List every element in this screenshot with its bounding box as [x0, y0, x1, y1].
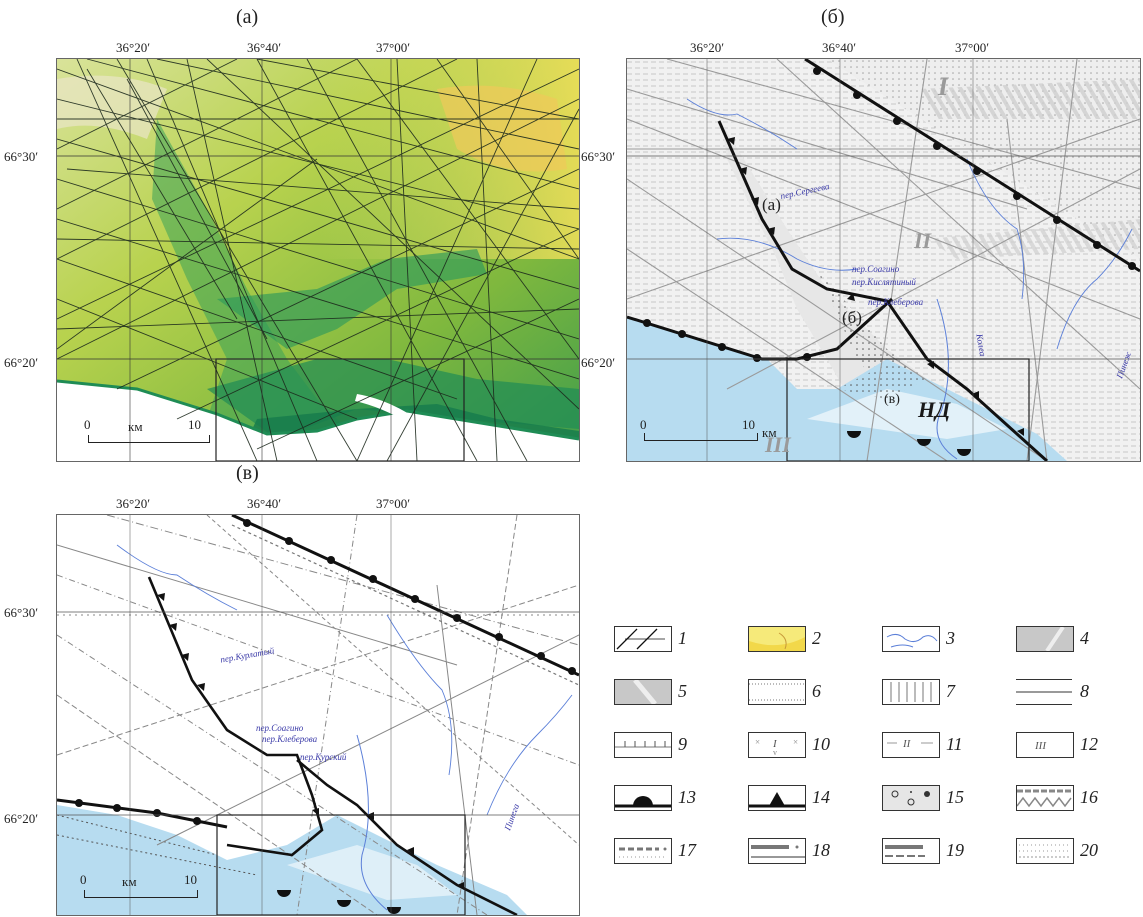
svg-text:III: III	[1034, 740, 1047, 752]
zone-label-III: III	[765, 432, 791, 457]
map-c-label-2: пер.Соагино	[256, 723, 304, 733]
panel-c-title: (в)	[236, 462, 259, 484]
legend-number-3: 3	[946, 628, 955, 648]
lat-label-c-2: 66°20′	[4, 811, 39, 826]
legend-number-17: 17	[678, 840, 696, 860]
legend-swatch-16	[1016, 785, 1074, 811]
lon-label-a-3: 37°00′	[376, 40, 411, 55]
map-b-svg	[627, 59, 1140, 461]
svg-text:II: II	[902, 738, 912, 750]
legend-swatch-15	[882, 785, 940, 811]
legend-swatch-11: II	[882, 732, 940, 758]
scale-b-zero: 0	[640, 417, 647, 432]
legend-number-19: 19	[946, 840, 964, 860]
legend-number-16: 16	[1080, 787, 1098, 807]
lat-label-b-2: 66°20′	[581, 355, 616, 370]
lat-label-b-1: 66°30′	[581, 149, 616, 164]
scale-a-unit: км	[128, 419, 143, 434]
scale-c-unit: км	[122, 874, 137, 889]
map-b-label-3: пер.Кислятиный	[852, 277, 916, 287]
legend-number-2: 2	[812, 628, 821, 648]
scale-bar-b: 0 10 км	[640, 413, 790, 447]
legend-swatch-8	[1016, 679, 1072, 705]
map-c-label-4: пер.Курский	[300, 752, 347, 762]
scale-b-unit: км	[762, 425, 777, 440]
lat-label-c-1: 66°30′	[4, 605, 39, 620]
panel-a-title: (а)	[236, 6, 259, 28]
scale-b-line	[644, 433, 758, 441]
legend-number-9: 9	[678, 734, 687, 754]
map-b-label-4: пер.Клеберова	[868, 297, 924, 307]
lon-label-b-1: 36°20′	[690, 40, 725, 55]
svg-text:I: I	[772, 738, 778, 750]
zone-label-ND: НД	[918, 397, 951, 422]
legend-swatch-9	[614, 732, 672, 758]
legend-swatch-3	[882, 626, 940, 652]
scale-a-ten: 10	[188, 417, 201, 432]
scale-c-ten: 10	[184, 872, 197, 887]
legend-number-6: 6	[812, 681, 821, 701]
legend-swatch-13	[614, 785, 672, 811]
scale-c-line	[84, 890, 198, 898]
lon-label-b-2: 36°40′	[822, 40, 857, 55]
scale-bar-c: 0 км 10	[80, 868, 220, 902]
legend-swatch-6	[748, 679, 806, 705]
legend-swatch-18	[748, 838, 806, 864]
legend-swatch-14	[748, 785, 806, 811]
lat-label-a-2: 66°20′	[4, 355, 39, 370]
lon-label-c-1: 36°20′	[116, 496, 151, 511]
map-b-label-2: пер.Соагино	[852, 264, 900, 274]
legend-swatch-4	[1016, 626, 1074, 652]
panel-b-title: (б)	[821, 6, 845, 28]
lat-label-a-1: 66°30′	[4, 149, 39, 164]
legend-number-15: 15	[946, 787, 964, 807]
zone-label-I: I	[938, 72, 949, 101]
map-c-label-3: пер.Клеберова	[262, 734, 318, 744]
legend-number-13: 13	[678, 787, 696, 807]
lon-label-a-2: 36°40′	[247, 40, 282, 55]
legend-swatch-2	[748, 626, 806, 652]
legend-number-12: 12	[1080, 734, 1098, 754]
lon-label-c-3: 37°00′	[376, 496, 411, 511]
svg-text:×: ×	[793, 737, 798, 747]
legend-swatch-12: III	[1016, 732, 1074, 758]
svg-text:v: v	[773, 748, 777, 757]
legend-number-4: 4	[1080, 628, 1089, 648]
scale-c-zero: 0	[80, 872, 87, 887]
legend-swatch-7	[882, 679, 940, 705]
map-b-geology	[626, 58, 1141, 462]
legend-swatch-1	[614, 626, 672, 652]
legend-number-10: 10	[812, 734, 830, 754]
lon-label-c-2: 36°40′	[247, 496, 282, 511]
legend-number-8: 8	[1080, 681, 1089, 701]
legend-number-7: 7	[946, 681, 955, 701]
scale-bar-a: 0 км 10	[84, 413, 218, 447]
legend-number-20: 20	[1080, 840, 1098, 860]
legend-number-11: 11	[946, 734, 963, 754]
legend-swatch-20	[1016, 838, 1074, 864]
scale-b-ten: 10	[742, 417, 755, 432]
lon-label-a-1: 36°20′	[116, 40, 151, 55]
map-c-svg	[57, 515, 579, 915]
zone-label-II: II	[914, 228, 932, 253]
legend-swatch-5	[614, 679, 672, 705]
scale-a-zero: 0	[84, 417, 91, 432]
map-a-relief	[56, 58, 580, 462]
legend-number-18: 18	[812, 840, 830, 860]
legend-swatch-17	[614, 838, 672, 864]
site-label-b: (б)	[842, 308, 862, 327]
legend-number-5: 5	[678, 681, 687, 701]
lon-label-b-3: 37°00′	[955, 40, 990, 55]
map-a-svg	[57, 59, 579, 461]
site-label-a: (а)	[762, 195, 781, 214]
legend-number-14: 14	[812, 787, 830, 807]
legend-swatch-19	[882, 838, 940, 864]
scale-a-line	[88, 435, 210, 443]
site-label-c: (в)	[884, 392, 900, 407]
legend-number-1: 1	[678, 628, 687, 648]
svg-text:×: ×	[755, 737, 760, 747]
map-c-structure	[56, 514, 580, 916]
